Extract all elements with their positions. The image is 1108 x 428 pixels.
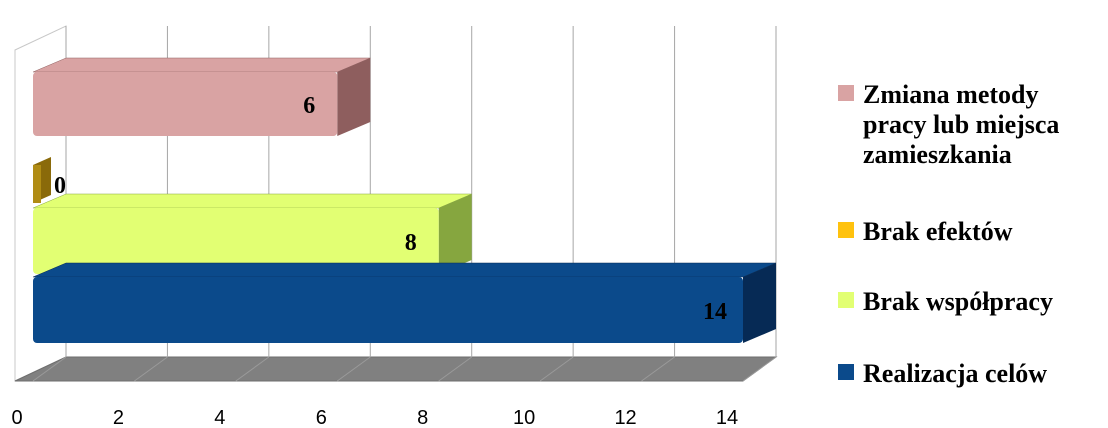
floor-gridline	[438, 356, 473, 382]
floor	[14, 356, 778, 382]
bar-side-face	[438, 194, 472, 274]
floor-gridline	[235, 356, 270, 382]
data-label: 6	[303, 93, 315, 119]
legend-swatch-brak-efektow	[838, 222, 854, 238]
legend-label-zmiana: Zmiana metody pracy lub miejsca zamieszkan…	[863, 80, 1103, 170]
bar-brak-wsp-pracy: 8	[32, 193, 472, 274]
legend-label-line: pracy lub miejsca	[863, 110, 1060, 139]
bar-top-face	[32, 57, 371, 73]
legend-swatch-realizacja	[838, 364, 854, 380]
legend-item-brak-wspolpracy: Brak współpracy	[838, 287, 1103, 317]
x-tick-label: 0	[11, 407, 22, 428]
bar-side-face	[337, 58, 371, 136]
data-label: 14	[703, 299, 727, 325]
bars: 6 0 8 14	[32, 57, 777, 343]
floor-gridline	[32, 356, 67, 382]
legend-swatch-brak-wspolpracy	[838, 292, 854, 308]
legend-label-line: Zmiana metody	[863, 80, 1039, 109]
legend-label-line: zamieszkania	[863, 140, 1012, 169]
legend-item-realizacja: Realizacja celów	[838, 359, 1103, 389]
legend: Zmiana metody pracy lub miejsca zamieszkan…	[838, 0, 1108, 428]
x-axis-tick-labels: 0 2 4 6 8 10 12 14	[11, 407, 738, 428]
bar-front-face	[33, 72, 338, 136]
bar-chart: 6 0 8 14 0 2 4 6 8 10 12 14	[11, 25, 778, 428]
data-label: 0	[54, 173, 66, 199]
floor-gridline	[539, 356, 574, 382]
bar-zero-front	[33, 165, 41, 203]
bar-top-face	[32, 193, 472, 209]
bar-side-face	[743, 263, 776, 343]
bar-brak-efekt-w: 0	[33, 157, 66, 203]
bar-top-face	[32, 262, 777, 278]
bar-zmiana-metody-pracy-lub-miejsca-zamieszkania: 6	[32, 57, 371, 136]
data-label: 8	[405, 230, 417, 256]
x-tick-label: 10	[513, 407, 535, 428]
floor-gridline	[641, 356, 675, 382]
legend-item-zmiana: Zmiana metody pracy lub miejsca zamieszkan…	[838, 80, 1103, 170]
bar-front-face	[33, 208, 439, 274]
x-tick-label: 4	[214, 407, 225, 428]
x-tick-label: 6	[316, 407, 327, 428]
x-tick-label: 8	[417, 407, 428, 428]
bar-realizacja-cel-w: 14	[32, 262, 777, 343]
bar-front-face	[33, 277, 743, 343]
x-tick-label: 14	[716, 407, 738, 428]
legend-item-brak-efektow: Brak efektów	[838, 217, 1103, 247]
x-tick-label: 12	[614, 407, 636, 428]
floor-gridline	[134, 356, 168, 382]
legend-swatch-zmiana	[838, 85, 854, 101]
legend-label-brak-efektow: Brak efektów	[863, 217, 1013, 246]
legend-label-realizacja: Realizacja celów	[863, 359, 1048, 388]
floor-gridline	[742, 356, 777, 382]
x-tick-label: 2	[113, 407, 124, 428]
floor-gridline	[336, 356, 371, 382]
legend-label-brak-wspolpracy: Brak współpracy	[863, 287, 1053, 316]
